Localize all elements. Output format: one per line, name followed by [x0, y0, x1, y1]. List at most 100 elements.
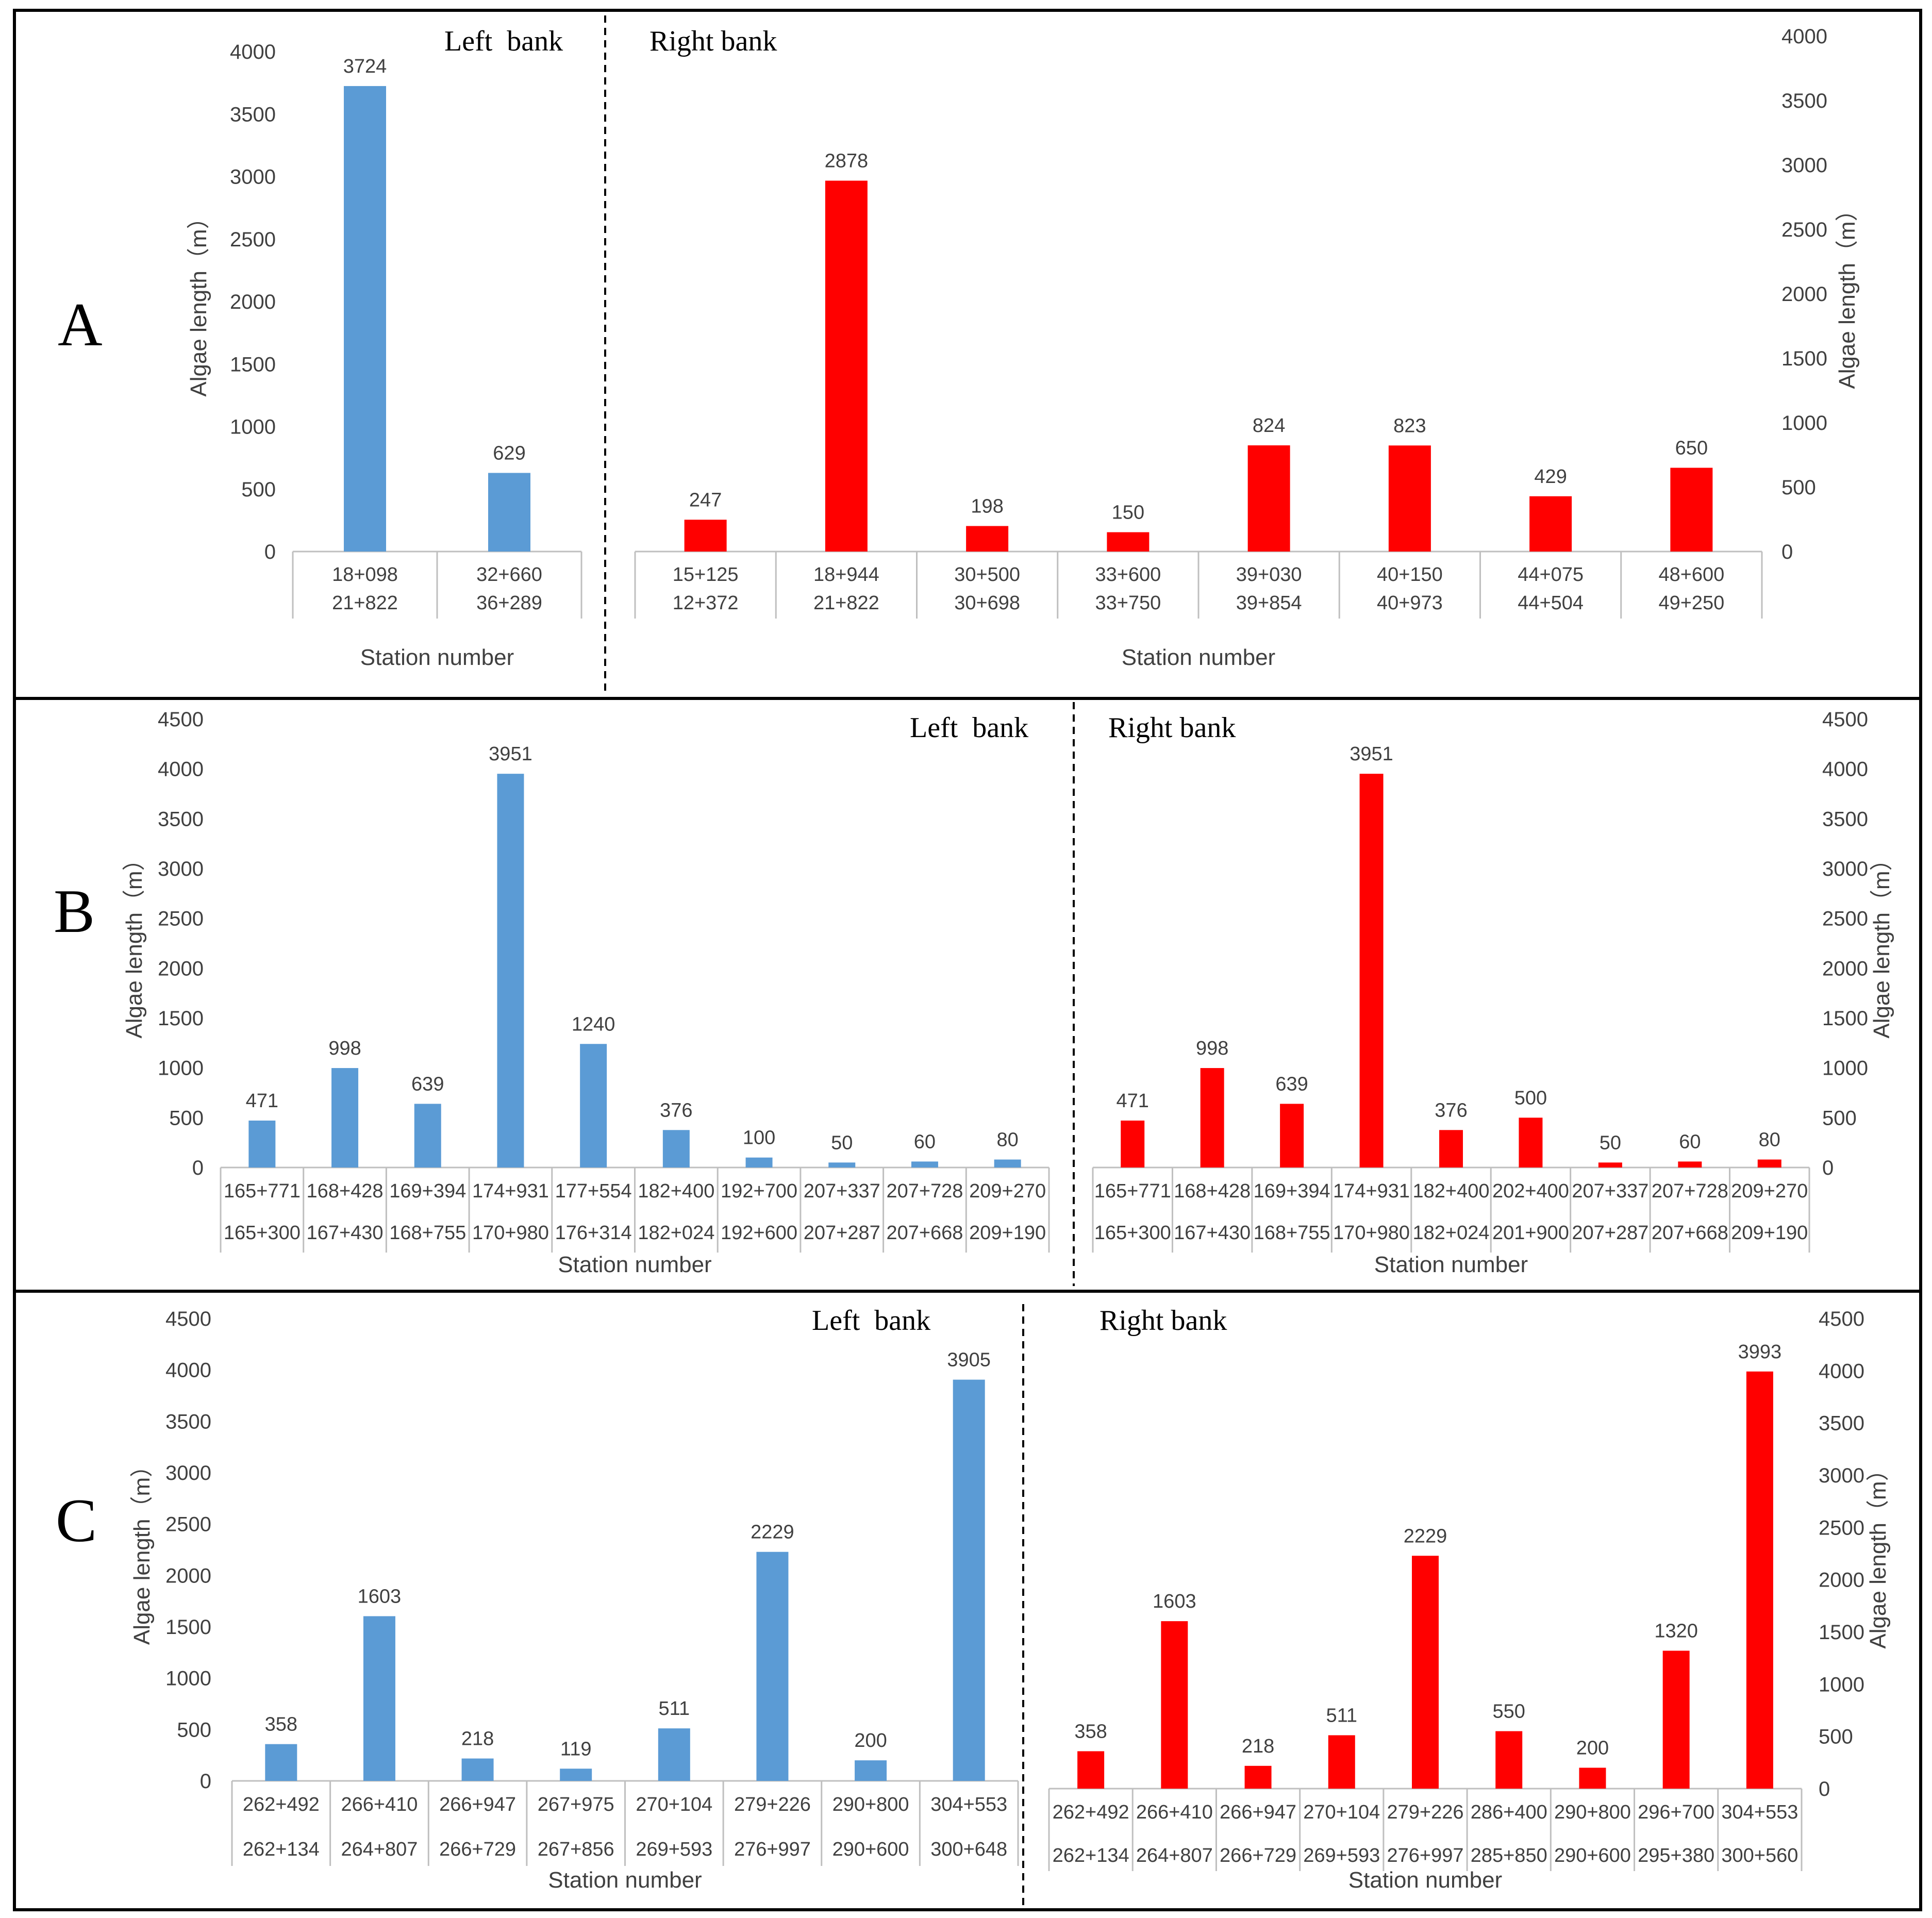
category-label-bottom: 276+997	[1387, 1845, 1464, 1866]
data-label: 3905	[947, 1349, 991, 1371]
y-tick-label: 2500	[230, 228, 276, 251]
data-label: 471	[246, 1090, 278, 1112]
y-tick-label: 2500	[1822, 908, 1868, 930]
bar	[745, 1157, 773, 1168]
data-label: 60	[914, 1131, 936, 1153]
bar	[911, 1161, 938, 1168]
bar	[461, 1758, 494, 1781]
y-tick-label: 2500	[1819, 1516, 1864, 1539]
bar	[825, 180, 868, 552]
category-label-bottom: 262+134	[243, 1839, 320, 1860]
category-label-bottom: 168+755	[389, 1222, 466, 1244]
category-label-bottom: 170+980	[472, 1222, 549, 1244]
y-axis-label: Algae length（m）	[186, 206, 211, 396]
bar	[1678, 1161, 1702, 1168]
bar	[1280, 1104, 1304, 1168]
bar	[1757, 1159, 1781, 1168]
y-tick-label: 500	[1822, 1107, 1857, 1129]
data-label: 629	[493, 442, 525, 464]
category-label-bottom: 12+372	[673, 592, 739, 614]
category-label-top: 286+400	[1471, 1802, 1547, 1823]
data-label: 2878	[825, 151, 869, 172]
category-label-bottom: 267+856	[538, 1839, 614, 1860]
bar	[1598, 1162, 1622, 1168]
data-label: 50	[831, 1132, 853, 1154]
category-label-top: 266+947	[1220, 1802, 1296, 1823]
category-label-bottom: 290+600	[1554, 1845, 1631, 1866]
panel-a-right-bank-title: Right bank	[649, 25, 777, 57]
category-label-bottom: 262+134	[1053, 1845, 1129, 1866]
bar	[855, 1760, 887, 1781]
category-label-bottom: 165+300	[224, 1222, 301, 1244]
category-label-top: 279+226	[1387, 1802, 1464, 1823]
data-label: 218	[1242, 1736, 1274, 1757]
bar	[363, 1616, 395, 1781]
panel-b-label: B	[54, 877, 95, 945]
y-tick-label: 4000	[230, 41, 276, 63]
bar	[1161, 1621, 1188, 1789]
bar	[658, 1728, 690, 1781]
category-label-bottom: 295+380	[1638, 1845, 1714, 1866]
category-label-bottom: 33+750	[1095, 592, 1161, 614]
y-tick-label: 1500	[1822, 1007, 1868, 1030]
y-tick-label: 1000	[158, 1057, 204, 1080]
y-axis-label: Algae length（m）	[129, 1455, 155, 1645]
chart-b-right: 0 500 1000 1500 2000 2500 3000 3500 4000 4500 Alga…	[1092, 708, 1894, 1277]
category-label-top: 33+600	[1095, 564, 1161, 586]
data-label: 100	[743, 1127, 775, 1149]
category-label-top: 266+410	[341, 1794, 418, 1815]
y-tick-label: 0	[1822, 1157, 1834, 1179]
category-label-bottom: 269+593	[636, 1839, 712, 1860]
y-tick-label: 4500	[158, 708, 204, 731]
category-label-top: 266+947	[439, 1794, 516, 1815]
y-tick-label: 0	[200, 1770, 211, 1793]
bar	[1121, 1120, 1145, 1168]
data-label: 650	[1675, 438, 1708, 459]
bar	[1746, 1371, 1773, 1789]
y-tick-label: 0	[1781, 541, 1793, 563]
data-label: 511	[1326, 1705, 1357, 1726]
data-label: 3993	[1738, 1341, 1782, 1363]
y-tick-label: 1500	[230, 353, 276, 376]
category-label-bottom: 168+755	[1254, 1222, 1330, 1244]
data-label: 119	[560, 1738, 592, 1760]
category-label-top: 174+931	[472, 1180, 549, 1202]
category-label-top: 202+400	[1492, 1180, 1569, 1202]
bar	[1495, 1731, 1523, 1789]
bar	[1359, 774, 1384, 1168]
data-label: 247	[689, 489, 722, 511]
data-label: 550	[1493, 1701, 1525, 1723]
category-label-top: 44+075	[1518, 564, 1584, 586]
y-tick-label: 2000	[1819, 1569, 1864, 1592]
category-label-top: 177+554	[555, 1180, 632, 1202]
y-tick-label: 4500	[1822, 708, 1868, 731]
data-label: 3724	[343, 56, 387, 77]
data-label: 1320	[1654, 1620, 1698, 1642]
category-label-bottom: 269+593	[1303, 1845, 1380, 1866]
category-label-bottom: 49+250	[1658, 592, 1724, 614]
chart-a-right: 0 500 1000 1500 2000 2500 3000 3500 4000 Algae le…	[634, 25, 1860, 670]
y-tick-label: 2500	[1781, 219, 1827, 241]
category-label-top: 266+410	[1136, 1802, 1213, 1823]
bar	[1662, 1650, 1690, 1789]
bar	[684, 520, 727, 552]
bar	[1670, 468, 1713, 552]
bar	[414, 1104, 441, 1168]
data-label: 80	[997, 1129, 1019, 1151]
bar	[1529, 496, 1572, 552]
y-tick-label: 500	[1781, 476, 1816, 499]
category-label-bottom: 264+807	[341, 1839, 418, 1860]
bar	[1107, 532, 1150, 552]
category-label-top: 296+700	[1638, 1802, 1714, 1823]
panel-c-right-bank-title: Right bank	[1100, 1305, 1227, 1337]
category-label-top: 48+600	[1658, 564, 1724, 586]
bar	[756, 1552, 789, 1781]
category-label-top: 168+428	[1174, 1180, 1251, 1202]
y-tick-label: 1000	[1819, 1673, 1864, 1696]
y-tick-label: 4000	[1819, 1360, 1864, 1382]
data-label: 3951	[489, 743, 532, 765]
y-tick-label: 500	[1819, 1726, 1853, 1748]
y-tick-label: 3000	[158, 858, 204, 880]
category-label-bottom: 290+600	[832, 1839, 909, 1860]
